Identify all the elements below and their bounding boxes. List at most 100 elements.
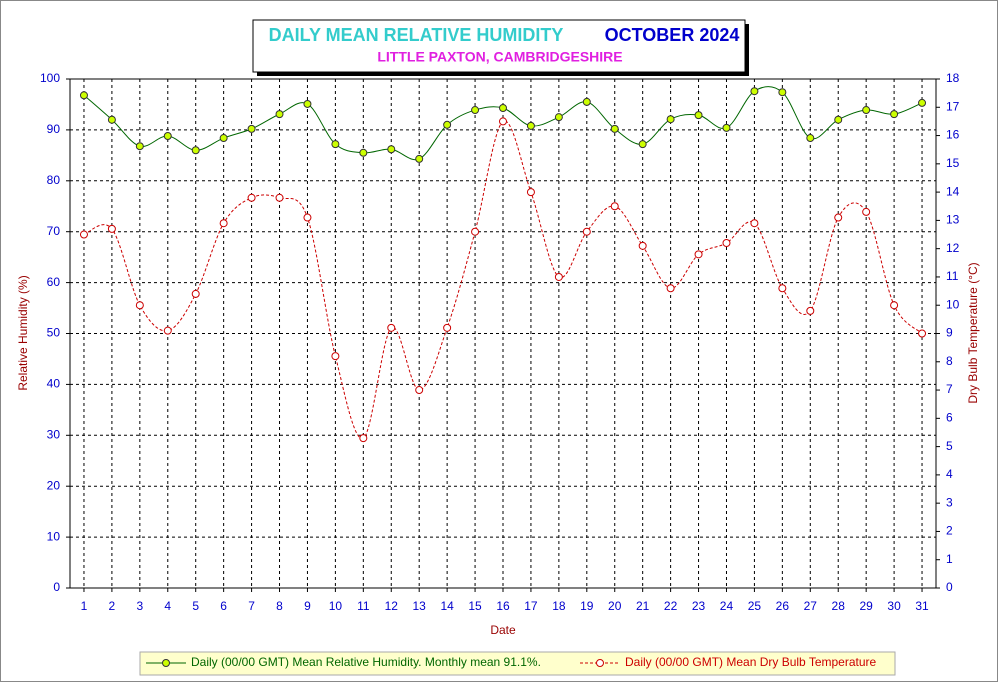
- data-point: [79, 91, 88, 100]
- data-point: [499, 117, 507, 126]
- data-point: [638, 241, 647, 250]
- data-point: [471, 227, 480, 236]
- legend-box: [139, 651, 896, 676]
- data-point: [890, 301, 899, 310]
- y2-tick-label: 1: [946, 552, 953, 566]
- chart-title: DAILY MEAN RELATIVE HUMIDITY: [269, 25, 564, 45]
- data-point: [275, 193, 284, 202]
- x-tick-label: 6: [220, 599, 227, 613]
- data-point: [163, 132, 172, 141]
- y2-tick-label: 16: [946, 128, 960, 142]
- data-point: [79, 230, 88, 239]
- x-tick-label: 25: [748, 599, 762, 613]
- data-point: [526, 121, 535, 130]
- x-tick-label: 1: [81, 599, 88, 613]
- data-point: [303, 213, 312, 222]
- title-box: [252, 19, 746, 73]
- legend-label: Daily (00/00 GMT) Mean Relative Humidity…: [191, 655, 541, 669]
- y2-tick-label: 9: [946, 326, 953, 340]
- data-point: [694, 111, 703, 120]
- y2-tick-label: 15: [946, 156, 960, 170]
- data-point: [666, 284, 675, 293]
- data-point: [918, 329, 927, 338]
- x-tick-label: 30: [887, 599, 901, 613]
- chart-subtitle: LITTLE PAXTON, CAMBRIDGESHIRE: [377, 49, 622, 65]
- data-point: [275, 110, 284, 119]
- data-point: [862, 106, 871, 115]
- x-tick-label: 23: [692, 599, 706, 613]
- y2-tick-label: 10: [946, 297, 960, 311]
- data-point: [247, 193, 256, 202]
- legend-label: Daily (00/00 GMT) Mean Dry Bulb Temperat…: [625, 655, 877, 669]
- data-point: [834, 213, 843, 222]
- series-line: [83, 120, 923, 439]
- y-tick-label: 80: [47, 173, 61, 187]
- x-tick-label: 15: [468, 599, 482, 613]
- x-tick-label: 3: [136, 599, 143, 613]
- y2-tick-label: 18: [946, 71, 960, 85]
- data-point: [359, 148, 368, 157]
- x-tick-label: 27: [804, 599, 818, 613]
- x-tick-label: 10: [329, 599, 343, 613]
- data-point: [191, 289, 200, 298]
- legend-marker: [162, 659, 170, 667]
- x-tick-label: 26: [776, 599, 790, 613]
- data-point: [610, 124, 619, 133]
- y-tick-label: 90: [47, 122, 61, 136]
- data-point: [387, 145, 396, 154]
- x-tick-label: 9: [304, 599, 311, 613]
- data-point: [582, 97, 591, 106]
- x-tick-label: 28: [832, 599, 846, 613]
- data-point: [163, 326, 172, 335]
- y2-tick-label: 6: [946, 411, 953, 425]
- data-point: [722, 123, 731, 132]
- data-point: [750, 219, 759, 228]
- data-point: [387, 323, 396, 332]
- x-tick-label: 24: [720, 599, 734, 613]
- data-point: [806, 306, 815, 315]
- data-point: [331, 352, 340, 361]
- y2-tick-label: 2: [946, 524, 953, 538]
- y-axis-title: Relative Humidity (%): [16, 275, 30, 390]
- data-point: [191, 146, 200, 155]
- x-tick-label: 21: [636, 599, 650, 613]
- x-tick-label: 4: [164, 599, 171, 613]
- data-point: [610, 202, 619, 211]
- data-point: [862, 207, 871, 216]
- y2-tick-label: 17: [946, 99, 960, 113]
- y-tick-label: 20: [47, 478, 61, 492]
- data-point: [107, 115, 116, 124]
- x-tick-label: 29: [859, 599, 873, 613]
- data-point: [219, 134, 228, 143]
- y-tick-label: 10: [47, 529, 61, 543]
- data-point: [499, 104, 507, 113]
- chart-title-period: OCTOBER 2024: [605, 25, 740, 45]
- data-point: [582, 227, 591, 236]
- data-point: [415, 386, 424, 395]
- data-point: [303, 99, 312, 108]
- data-point: [694, 250, 703, 259]
- x-tick-label: 20: [608, 599, 622, 613]
- y2-tick-label: 14: [946, 184, 960, 198]
- y2-tick-label: 12: [946, 241, 960, 255]
- y-tick-label: 30: [47, 427, 61, 441]
- y-tick-label: 0: [53, 580, 60, 594]
- y-tick-label: 100: [40, 71, 60, 85]
- y2-axis-title: Dry Bulb Temperature (°C): [966, 262, 980, 403]
- data-point: [415, 154, 424, 163]
- y-tick-label: 40: [47, 377, 61, 391]
- y-tick-label: 60: [47, 275, 61, 289]
- x-tick-label: 5: [192, 599, 199, 613]
- x-tick-label: 12: [385, 599, 399, 613]
- plot-frame: [69, 78, 937, 589]
- x-tick-label: 22: [664, 599, 678, 613]
- data-point: [135, 301, 144, 310]
- data-point: [526, 188, 535, 197]
- x-tick-label: 14: [440, 599, 454, 613]
- y2-tick-label: 5: [946, 439, 953, 453]
- data-point: [890, 110, 899, 119]
- x-axis-title: Date: [490, 623, 516, 637]
